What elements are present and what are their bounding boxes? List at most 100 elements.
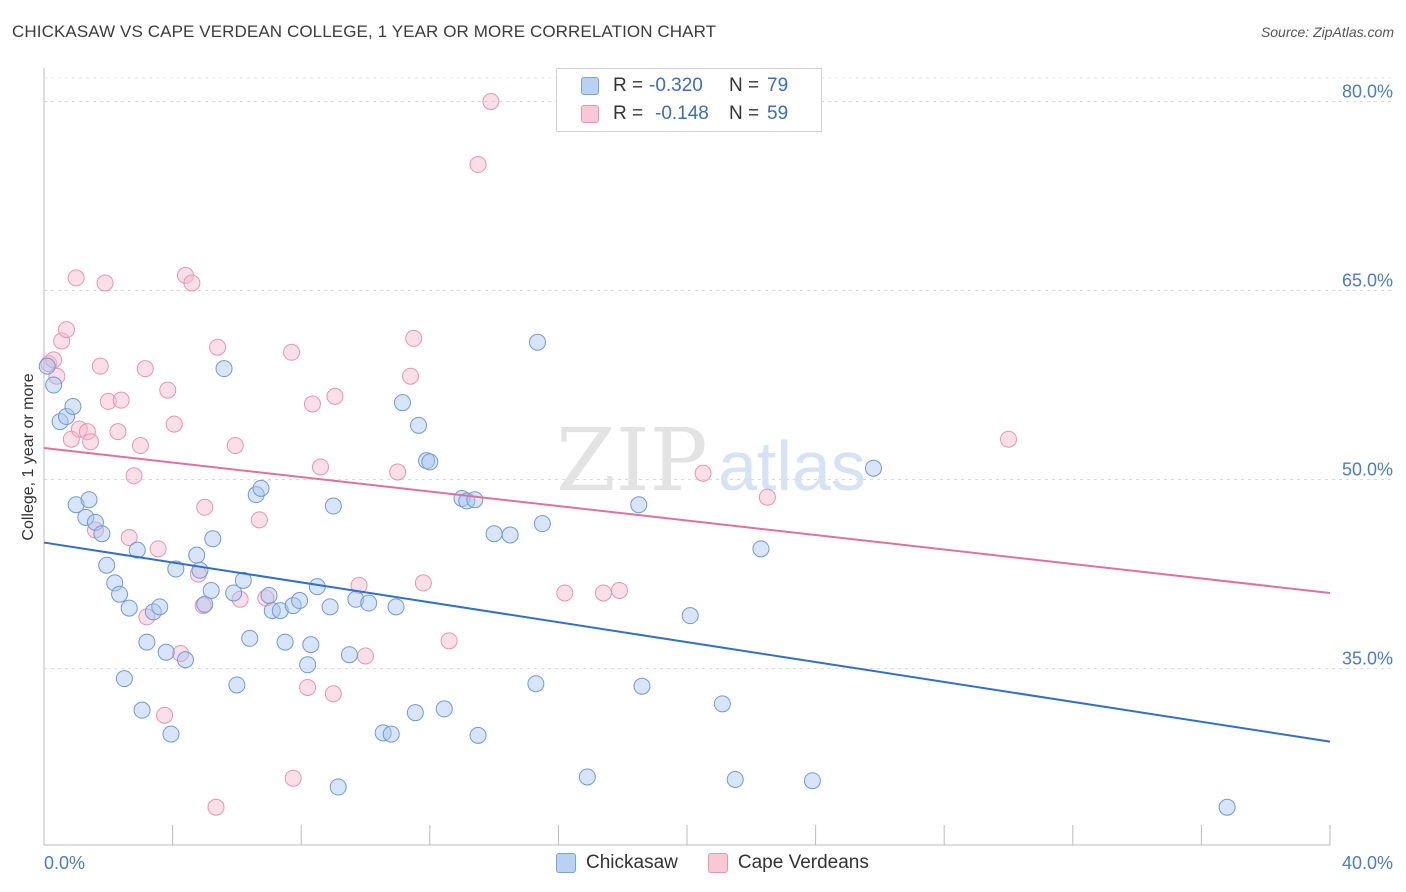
chickasaw-point	[726, 770, 744, 788]
chickasaw-point	[406, 704, 424, 722]
y-tick-label: 50.0%	[1342, 460, 1393, 480]
legend-item-chickasaw: Chickasaw	[556, 852, 678, 874]
legend-label-cape-verdeans: Cape Verdeans	[737, 852, 869, 873]
n-value: 59	[767, 103, 789, 124]
chickasaw-point	[271, 602, 289, 620]
cape-verdeans-point	[326, 387, 344, 405]
cape-verdeans-point	[45, 351, 63, 369]
cape-verdeans-point	[389, 463, 407, 481]
cape-verdeans-point	[226, 437, 244, 455]
chickasaw-swatch	[581, 77, 599, 95]
cape-verdeans-point	[91, 357, 109, 375]
cape-verdeans-point	[250, 511, 268, 529]
chickasaw-point	[67, 496, 85, 514]
trend-lines	[43, 447, 1331, 743]
chickasaw-point	[225, 584, 243, 602]
chickasaw-point	[196, 595, 214, 613]
chickasaw-point	[157, 643, 175, 661]
chickasaw-point	[864, 459, 882, 477]
chickasaw-point	[485, 525, 503, 543]
chickasaw-point	[633, 677, 651, 695]
chickasaw-point	[302, 636, 320, 654]
chickasaw-point	[241, 629, 259, 647]
cape-verdeans-point	[207, 798, 225, 816]
chickasaw-point	[188, 546, 206, 564]
chickasaw-points	[38, 333, 1236, 816]
cape-verdeans-point	[556, 584, 574, 602]
chickasaw-point	[234, 571, 252, 589]
cape-verdeans-point	[694, 464, 712, 482]
chickasaw-point	[324, 497, 342, 515]
cape-verdeans-point	[183, 274, 201, 292]
chickasaw-point	[93, 525, 111, 543]
axes	[43, 68, 1331, 846]
cape-verdeans-point	[482, 93, 500, 111]
cape-verdeans-point	[196, 498, 214, 516]
chickasaw-point	[252, 479, 270, 497]
cape-verdeans-point	[758, 488, 776, 506]
chickasaw-point	[803, 772, 821, 790]
chickasaw-point	[58, 408, 76, 426]
r-value: -0.148	[655, 103, 709, 124]
chickasaw-point	[228, 676, 246, 694]
legend-row-cape-verdeans: R = -0.148 N = 59	[581, 103, 788, 125]
cape-verdeans-point	[594, 584, 612, 602]
cape-verdeans-point	[96, 274, 114, 292]
cape-verdeans-point	[99, 392, 117, 410]
watermark: ZIP atlas	[556, 411, 866, 511]
cape-verdeans-point	[209, 338, 227, 356]
chickasaw-swatch	[556, 853, 576, 873]
cape-verdeans-point	[58, 321, 76, 339]
chickasaw-point	[466, 491, 484, 509]
chickasaw-point	[77, 508, 95, 526]
chickasaw-point	[202, 581, 220, 599]
chickasaw-point	[260, 586, 278, 604]
chickasaw-point	[435, 700, 453, 718]
tick-labels: 35.0% 50.0% 65.0% 80.0% 0.0% 40.0%	[44, 82, 1393, 873]
cape-verdeans-point	[610, 581, 628, 599]
chickasaw-trend-line	[43, 541, 1331, 743]
chickasaw-point	[64, 397, 82, 415]
chickasaw-point	[128, 541, 146, 559]
x-tick-label: 40.0%	[1342, 853, 1393, 873]
cape-verdeans-points	[40, 93, 1017, 816]
cape-verdeans-swatch	[707, 853, 728, 873]
cape-verdeans-point	[283, 343, 301, 361]
watermark-atlas: atlas	[718, 427, 866, 505]
cape-verdeans-point	[303, 395, 321, 413]
chickasaw-point	[578, 768, 596, 786]
chickasaw-point	[106, 574, 124, 592]
legend-item-cape-verdeans: Cape Verdeans	[707, 852, 869, 874]
chickasaw-point	[120, 599, 138, 617]
y-tick-label: 35.0%	[1342, 649, 1393, 669]
n-value: 79	[767, 75, 789, 96]
chickasaw-point	[329, 778, 347, 796]
cape-verdeans-point	[82, 433, 100, 451]
chickasaw-point	[469, 726, 487, 744]
cape-verdeans-point	[78, 423, 96, 441]
cape-verdeans-point	[165, 415, 183, 433]
cape-verdeans-point	[156, 706, 174, 724]
chart-title: CHICKASAW VS CAPE VERDEAN COLLEGE, 1 YEA…	[12, 22, 717, 41]
cape-verdeans-point	[131, 437, 149, 455]
series-legend: Chickasaw Cape Verdeans	[556, 852, 899, 874]
cape-verdeans-point	[112, 391, 130, 409]
chickasaw-point	[176, 651, 194, 669]
cape-verdeans-point	[350, 576, 368, 594]
cape-verdeans-swatch	[581, 105, 599, 123]
cape-verdeans-point	[67, 269, 85, 287]
cape-verdeans-point	[402, 367, 420, 385]
chickasaw-point	[138, 633, 156, 651]
cape-verdeans-point	[299, 678, 317, 696]
cape-verdeans-point	[53, 332, 71, 350]
cape-verdeans-point	[231, 590, 249, 608]
chickasaw-point	[360, 594, 378, 612]
legend-row-chickasaw: R = -0.320 N = 79	[581, 75, 788, 97]
chickasaw-point	[167, 560, 185, 578]
chickasaw-point	[387, 598, 405, 616]
chickasaw-point	[299, 656, 317, 674]
chickasaw-point	[151, 598, 169, 616]
chickasaw-point	[527, 675, 545, 693]
cape-verdeans-point	[440, 632, 458, 650]
